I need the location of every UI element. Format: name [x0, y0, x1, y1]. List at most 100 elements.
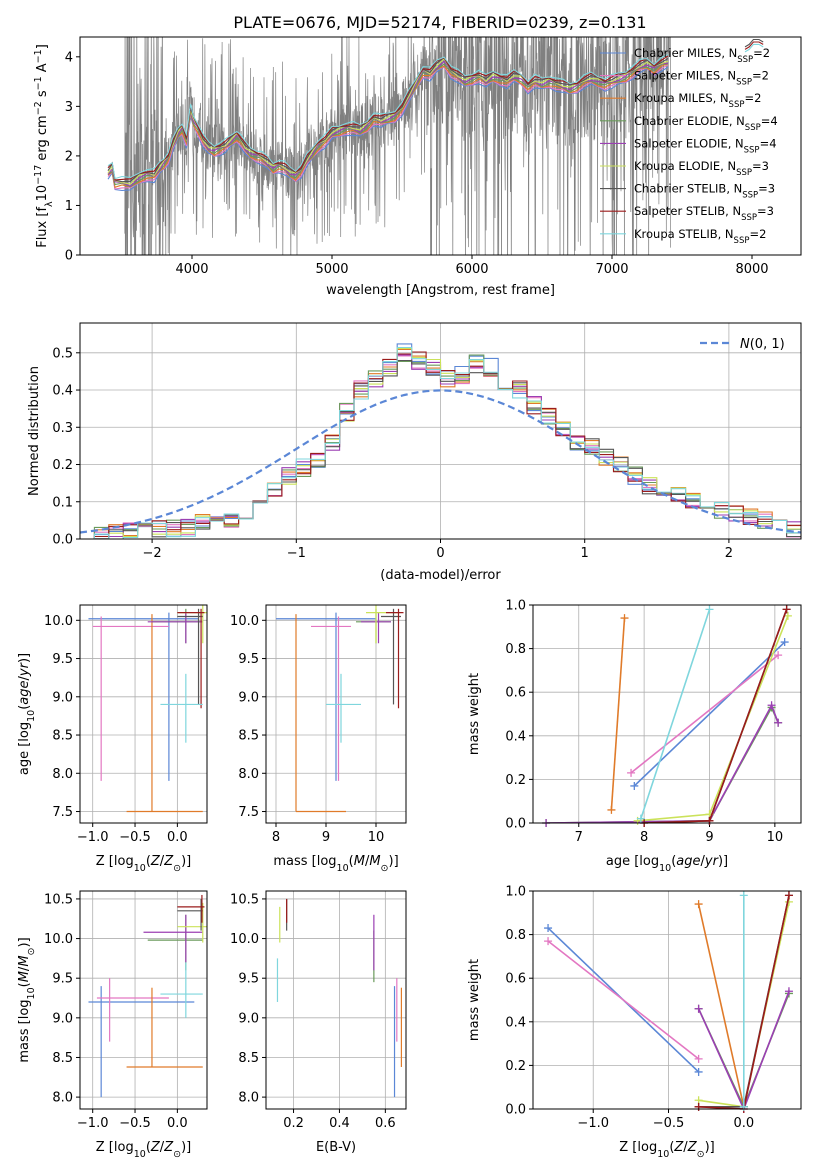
weight-line-kroupa_stelib — [640, 609, 711, 819]
legend-text: Kroupa ELODIE, N — [634, 159, 736, 173]
legend-label-salpeter_miles: Salpeter MILES, NSSP=2 — [634, 69, 769, 88]
label-part: 10 — [26, 710, 37, 722]
x-tick-label: −1 — [287, 546, 306, 561]
label-part: log — [17, 722, 32, 742]
legend-text: Kroupa STELIB, N — [634, 227, 734, 241]
label-part: Z — [687, 1140, 698, 1155]
x-tick-label: −1.0 — [577, 1116, 609, 1131]
y-tick-label: 9.0 — [238, 1011, 259, 1026]
axes-frame — [79, 322, 802, 540]
hist-step-kroupa_stelib — [80, 346, 801, 539]
label-part: / — [365, 854, 370, 869]
label-part: 10 — [26, 987, 37, 999]
x-tick-label: 4000 — [175, 262, 208, 277]
panel-age_vs_Z: −1.0 −0.5 0.07.58.08.59.09.510.0Z [log10(Z… — [17, 604, 208, 874]
axes-frame — [79, 36, 802, 256]
y-axis-label: mass weight — [467, 673, 482, 755]
panel-spectrum: 4000 5000 6000 7000 8000 0 1 2 3 4 Chabrier MILES,… — [33, 36, 802, 298]
weight-line-salpeter_elodie — [697, 991, 790, 1109]
gaussian-curve — [80, 389, 801, 534]
x-tick-label: −1.0 — [77, 1116, 109, 1131]
x-axis-label: mass [log10(M/M⊙)] — [273, 854, 398, 874]
legend-sub: SSP — [737, 55, 753, 65]
label-part: )] — [705, 1140, 715, 1155]
weight-marker-kroupa_stelib — [636, 814, 645, 823]
x-tick-label: −0.5 — [653, 1116, 685, 1131]
y-axis-label: Normed distribution — [27, 366, 42, 496]
legend-text: Chabrier STELIB, N — [634, 182, 742, 196]
weight-marker-chabrier_miles — [780, 638, 789, 647]
weight-marker-chabrier_miles — [544, 924, 553, 933]
x-tick-label: 7000 — [595, 262, 628, 277]
legend-label-kroupa_elodie: Kroupa ELODIE, NSSP=3 — [634, 159, 769, 178]
y-tick-label: 0 — [65, 249, 73, 264]
x-tick-label: 2 — [725, 546, 733, 561]
axes-frame — [265, 890, 407, 1110]
weight-marker-kroupa_stelib — [739, 891, 748, 900]
legend-tail: =2 — [753, 46, 770, 60]
label-part: ( — [17, 705, 32, 710]
y-tick-label: 0.2 — [505, 1059, 526, 1074]
x-tick-label: 9 — [705, 830, 713, 845]
weight-line-salpeter_stelib — [698, 895, 790, 1109]
y-tick-label: 0.1 — [52, 495, 73, 510]
x-tick-label: 6000 — [455, 262, 488, 277]
legend-text: Chabrier ELODIE, N — [634, 114, 745, 128]
label-part: mass [ — [17, 1019, 32, 1062]
weight-marker-chabrier_miles — [694, 1067, 703, 1076]
label-part: Flux [f — [35, 207, 50, 248]
y-tick-label: 7.5 — [238, 805, 259, 820]
axes-frame — [79, 890, 208, 1110]
y-tick-label: 8.0 — [52, 767, 73, 782]
label-part: age [ — [17, 742, 32, 775]
label-part: Z [ — [96, 854, 114, 869]
y-tick-label: 1.0 — [505, 885, 526, 900]
y-tick-label: 10.5 — [230, 892, 259, 907]
label-part: ⊙ — [173, 1149, 181, 1160]
legend-sub: SSP — [736, 78, 752, 88]
weight-line-salpeter_miles — [547, 940, 700, 1060]
legend-label-salpeter_elodie: Salpeter ELODIE, NSSP=4 — [634, 136, 777, 155]
label-part: ( — [671, 854, 676, 869]
y-tick-label: 0.4 — [505, 1015, 526, 1030]
label-part: / — [160, 854, 165, 869]
legend-tail: =3 — [757, 204, 774, 218]
x-tick-label: 10 — [368, 830, 385, 845]
label-part: Z [ — [619, 1140, 637, 1155]
model-tail-chabrier_stelib — [744, 38, 764, 48]
label-part: ⊙ — [381, 863, 389, 874]
legend-label-salpeter_stelib: Salpeter STELIB, NSSP=3 — [634, 204, 774, 223]
label-part: A — [35, 63, 50, 76]
panel-residual-hist: −2 −1 0 1 2 0.0 0.1 0.2 0.3 0.4 0.5 N(0, 1) (data-mo… — [27, 322, 802, 583]
y-tick-label: 0.2 — [52, 458, 73, 473]
y-tick-label: 10.0 — [230, 932, 259, 947]
y-tick-label: 9.5 — [52, 972, 73, 987]
label-part: M — [17, 955, 32, 966]
x-tick-label: 8 — [272, 830, 280, 845]
label-part: age — [17, 680, 32, 704]
y-tick-label: 2 — [65, 149, 73, 164]
x-tick-label: 0.2 — [283, 1116, 304, 1131]
label-part: ⊙ — [697, 1149, 705, 1160]
label-part: Z — [150, 1140, 161, 1155]
weight-marker-chabrier_miles — [630, 781, 639, 790]
weight-marker-kroupa_stelib — [705, 605, 714, 614]
y-axis-label: Flux [fλ10−17 erg cm−2 s−1 A−1] — [33, 44, 55, 248]
x-tick-label: 0.0 — [167, 1116, 188, 1131]
label-part: age [ — [606, 854, 639, 869]
x-tick-label: 0.4 — [329, 1116, 350, 1131]
y-tick-label: 0.4 — [505, 729, 526, 744]
model-tail-salpeter_stelib — [744, 41, 764, 50]
y-axis-label: mass [log10(M/M⊙)] — [17, 937, 37, 1062]
x-tick-label: 8000 — [735, 262, 768, 277]
label-part: age — [676, 854, 700, 869]
legend-sub: SSP — [741, 213, 757, 223]
legend-sub: SSP — [736, 168, 752, 178]
label-part: ( — [17, 982, 32, 987]
legend-tail: =2 — [752, 69, 769, 83]
label-part: −1 — [33, 76, 44, 90]
label-part: 10 — [659, 863, 671, 874]
weight-marker-salpeter_miles — [774, 651, 783, 660]
axes-frame — [265, 604, 407, 824]
